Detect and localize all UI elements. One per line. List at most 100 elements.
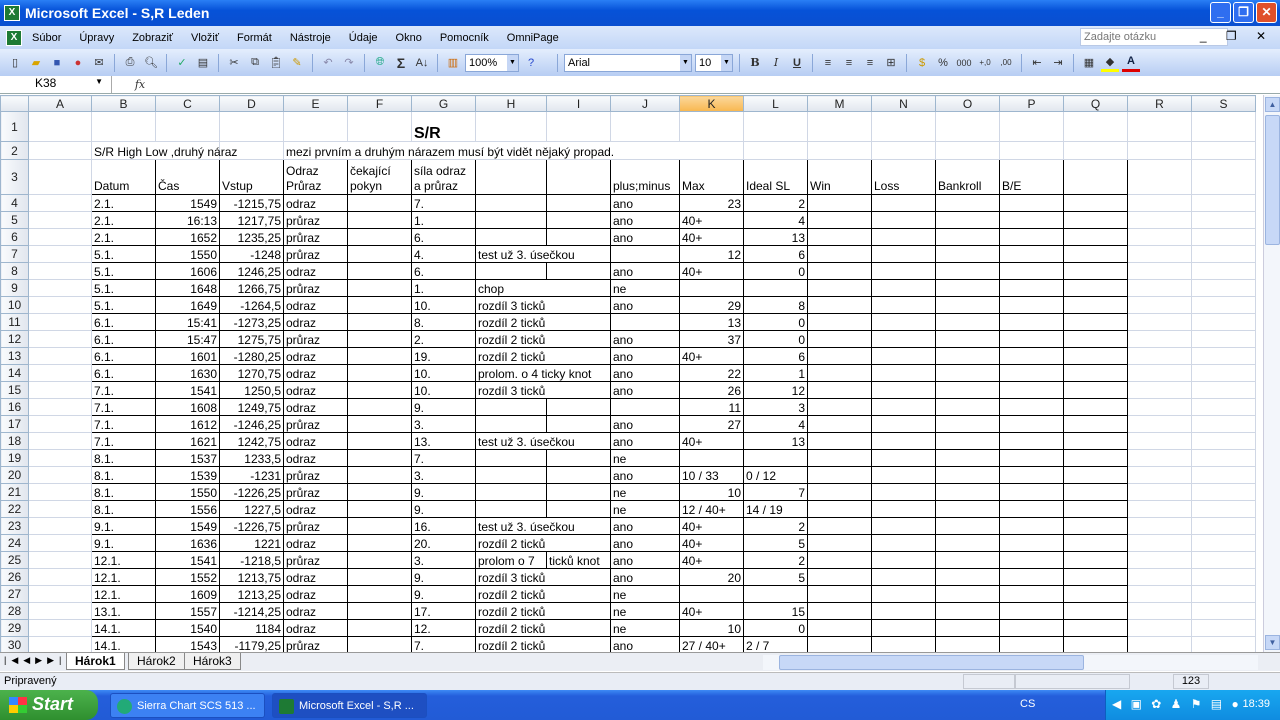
table-cell[interactable]: 1537 (155, 449, 220, 467)
cell[interactable] (1191, 500, 1256, 518)
table-cell[interactable] (1063, 313, 1128, 331)
table-cell[interactable] (679, 585, 744, 603)
table-cell[interactable] (999, 262, 1064, 280)
table-cell[interactable]: 2.1. (91, 211, 156, 229)
table-cell[interactable]: 2 (743, 551, 808, 569)
table-cell[interactable]: 10. (411, 296, 476, 314)
row-header[interactable]: 4 (0, 194, 29, 212)
bold-button[interactable]: B (750, 56, 760, 69)
scroll-up-icon[interactable]: ▲ (1265, 97, 1280, 112)
percent-button[interactable]: % (938, 56, 948, 69)
cell[interactable] (1127, 602, 1192, 620)
column-label[interactable]: Loss (871, 159, 936, 195)
cell[interactable] (743, 111, 808, 142)
cell[interactable] (28, 211, 92, 229)
column-label[interactable]: plus;minus (610, 159, 680, 195)
table-cell[interactable]: průraz (283, 415, 348, 433)
cell[interactable] (1127, 245, 1192, 263)
table-cell[interactable] (679, 279, 744, 297)
table-cell[interactable]: 9. (411, 585, 476, 603)
cell[interactable] (871, 111, 936, 142)
row-header[interactable]: 13 (0, 347, 29, 365)
table-cell[interactable]: 15:41 (155, 313, 220, 331)
table-cell[interactable] (807, 449, 872, 467)
cell[interactable] (1191, 245, 1256, 263)
table-cell[interactable] (807, 517, 872, 535)
table-cell[interactable]: 17. (411, 602, 476, 620)
table-cell[interactable] (871, 398, 936, 416)
workbook-icon[interactable]: X (6, 29, 22, 46)
table-cell[interactable] (807, 313, 872, 331)
table-cell[interactable]: -1226,75 (219, 517, 284, 535)
table-cell[interactable] (935, 619, 1000, 637)
table-cell[interactable] (935, 347, 1000, 365)
select-all-button[interactable] (0, 95, 29, 112)
menu-format[interactable]: Formát (236, 31, 272, 44)
table-cell[interactable]: 1539 (155, 466, 220, 484)
table-cell[interactable]: -1264,5 (219, 296, 284, 314)
cell[interactable] (1127, 296, 1192, 314)
table-cell[interactable] (807, 398, 872, 416)
table-cell[interactable]: 0 (743, 262, 808, 280)
table-cell[interactable]: 40+ (679, 602, 744, 620)
table-cell[interactable]: 8. (411, 313, 476, 331)
table-cell[interactable] (1063, 347, 1128, 365)
print-preview-icon[interactable]: 🔍︎ (144, 57, 158, 69)
table-cell[interactable] (1063, 517, 1128, 535)
table-cell[interactable]: 1543 (155, 636, 220, 652)
table-cell[interactable] (999, 449, 1064, 467)
cell[interactable] (1191, 398, 1256, 416)
table-cell[interactable] (999, 585, 1064, 603)
table-cell[interactable] (475, 194, 547, 212)
table-cell[interactable]: test už 3. úsečkou (475, 245, 611, 263)
table-cell[interactable] (871, 262, 936, 280)
cell[interactable] (1191, 313, 1256, 331)
decrease-decimal-icon[interactable]: ,00 (1000, 58, 1012, 67)
column-header-s[interactable]: S (1191, 95, 1256, 112)
row-header[interactable]: 9 (0, 279, 29, 297)
cell[interactable] (28, 602, 92, 620)
table-cell[interactable]: průraz (283, 211, 348, 229)
table-cell[interactable]: ano (610, 330, 680, 348)
table-cell[interactable] (743, 585, 808, 603)
table-cell[interactable]: 1550 (155, 483, 220, 501)
table-cell[interactable] (475, 500, 547, 518)
table-cell[interactable]: 12 (679, 245, 744, 263)
table-cell[interactable] (1063, 585, 1128, 603)
table-cell[interactable]: 0 (743, 313, 808, 331)
cell[interactable] (1191, 568, 1256, 586)
cell[interactable] (1191, 228, 1256, 246)
table-cell[interactable]: 1242,75 (219, 432, 284, 450)
increase-decimal-icon[interactable]: +,0 (979, 58, 991, 67)
table-cell[interactable]: odraz (283, 313, 348, 331)
table-cell[interactable]: 1213,75 (219, 568, 284, 586)
cell[interactable] (28, 111, 92, 142)
table-cell[interactable]: 1221 (219, 534, 284, 552)
table-cell[interactable]: 8.1. (91, 449, 156, 467)
help-icon[interactable]: ? (527, 56, 535, 69)
cell[interactable] (347, 111, 412, 142)
cell[interactable] (1127, 159, 1192, 195)
table-cell[interactable] (546, 228, 611, 246)
table-cell[interactable] (871, 211, 936, 229)
horizontal-scrollbar[interactable] (763, 655, 1258, 670)
table-cell[interactable] (807, 534, 872, 552)
table-cell[interactable] (999, 330, 1064, 348)
table-cell[interactable]: 27 (679, 415, 744, 433)
cell[interactable] (1191, 551, 1256, 569)
column-header-f[interactable]: F (347, 95, 412, 112)
table-cell[interactable] (743, 449, 808, 467)
table-cell[interactable] (347, 602, 412, 620)
table-cell[interactable] (807, 432, 872, 450)
cell[interactable] (1127, 364, 1192, 382)
table-cell[interactable]: -1214,25 (219, 602, 284, 620)
cell[interactable] (28, 534, 92, 552)
table-cell[interactable]: 20. (411, 534, 476, 552)
table-cell[interactable] (347, 330, 412, 348)
table-cell[interactable] (347, 483, 412, 501)
format-painter-icon[interactable]: ✎ (292, 57, 302, 69)
tab-harok3[interactable]: Hárok3 (184, 653, 241, 670)
table-cell[interactable]: 40+ (679, 211, 744, 229)
cell[interactable] (1127, 330, 1192, 348)
table-cell[interactable]: 10. (411, 364, 476, 382)
